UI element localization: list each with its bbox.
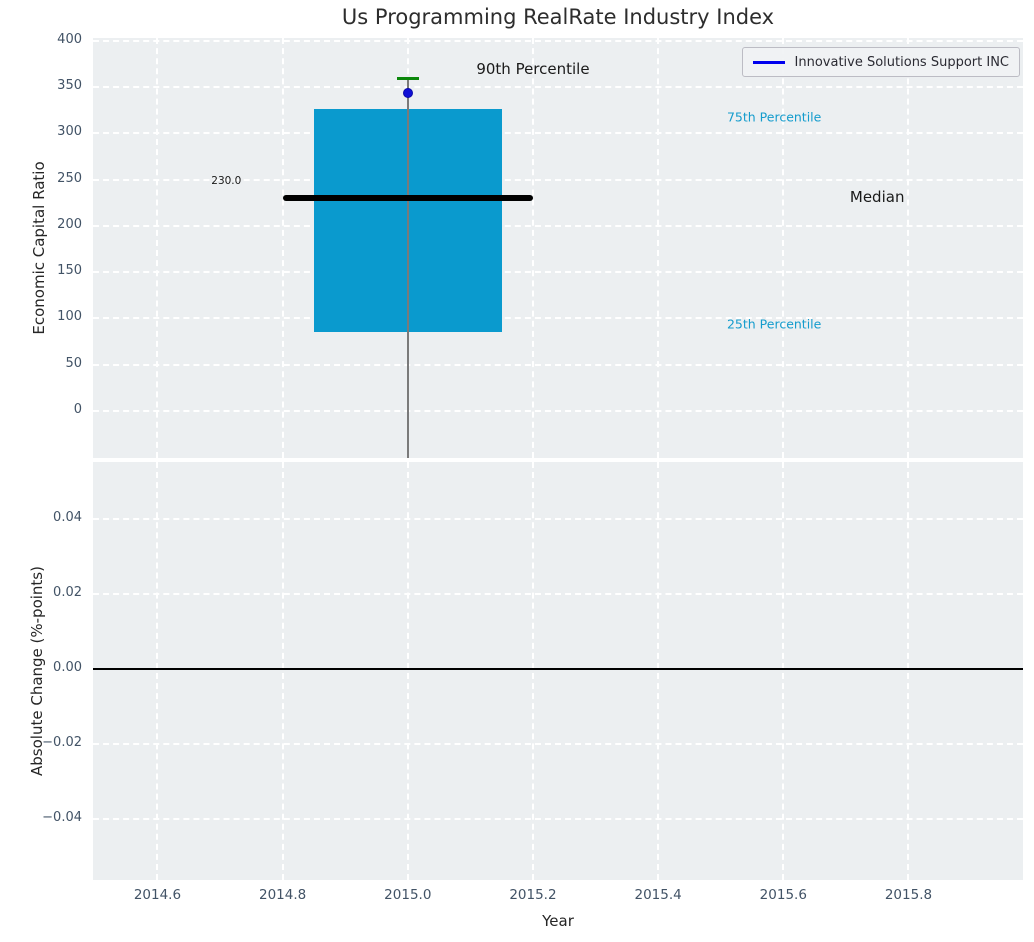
y-tick-label: 0 xyxy=(73,401,82,417)
x-tick-label: 2014.8 xyxy=(259,887,307,903)
x-gridline xyxy=(281,38,284,458)
x-tick-label: 2015.0 xyxy=(384,887,432,903)
y-gridline xyxy=(93,742,1023,745)
y-tick-label: 250 xyxy=(57,170,82,186)
y-gridline xyxy=(93,317,1023,320)
x-gridline xyxy=(657,38,660,458)
y-tick-label: −0.04 xyxy=(42,809,82,825)
x-gridline xyxy=(782,38,785,458)
y-gridline xyxy=(93,517,1023,520)
y-gridline xyxy=(93,178,1023,181)
x-gridline xyxy=(782,462,785,880)
zero-baseline xyxy=(93,667,1023,670)
y-gridline xyxy=(93,817,1023,820)
chart-title: Us Programming RealRate Industry Index xyxy=(341,5,775,29)
y-gridline xyxy=(93,39,1023,42)
annotation-90th-percentile: 90th Percentile xyxy=(476,59,590,78)
y-tick-label: 400 xyxy=(57,31,82,47)
bottom-plot-area xyxy=(93,462,1023,880)
x-gridline xyxy=(531,462,534,880)
x-gridline xyxy=(907,462,910,880)
x-gridline xyxy=(531,38,534,458)
x-tick-label: 2015.8 xyxy=(884,887,933,903)
y-gridline xyxy=(93,363,1023,366)
y-tick-label: 150 xyxy=(57,263,82,279)
x-gridline xyxy=(281,462,284,880)
annotation-median-value: 230.0 xyxy=(211,175,242,188)
x-gridline xyxy=(156,462,159,880)
x-tick-label: 2015.4 xyxy=(634,887,682,903)
y-tick-label: 0.00 xyxy=(53,659,82,675)
y-gridline xyxy=(93,409,1023,412)
y-tick-label: 300 xyxy=(57,124,82,140)
median-line xyxy=(282,195,533,202)
whisker-line xyxy=(407,78,409,458)
annotation-25th-percentile: 25th Percentile xyxy=(726,316,822,332)
y-tick-label: 100 xyxy=(57,309,82,325)
top-plot-area xyxy=(93,38,1023,458)
x-tick-label: 2015.2 xyxy=(509,887,557,903)
y-gridline xyxy=(93,271,1023,274)
x-axis-label: Year xyxy=(542,912,574,930)
p90-whisker-cap-icon xyxy=(396,77,419,81)
y-tick-label: 0.02 xyxy=(53,584,82,600)
legend: Innovative Solutions Support INC xyxy=(741,47,1020,77)
y-gridline xyxy=(93,132,1023,135)
x-gridline xyxy=(907,38,910,458)
x-tick-label: 2014.6 xyxy=(133,887,182,903)
x-gridline xyxy=(657,462,660,880)
annotation-median: Median xyxy=(849,188,905,207)
x-gridline xyxy=(406,462,409,880)
y-gridline xyxy=(93,86,1023,89)
annotation-75th-percentile: 75th Percentile xyxy=(726,109,822,125)
y-tick-label: 50 xyxy=(65,355,82,371)
x-gridline xyxy=(156,38,159,458)
y-tick-label: 350 xyxy=(57,78,82,94)
legend-label: Innovative Solutions Support INC xyxy=(794,54,1009,70)
legend-line-icon xyxy=(752,60,785,64)
x-tick-label: 2015.6 xyxy=(759,887,807,903)
y-gridline xyxy=(93,224,1023,227)
y-gridline xyxy=(93,592,1023,595)
y-tick-label: −0.02 xyxy=(42,734,82,750)
y-tick-label: 0.04 xyxy=(53,509,82,525)
y-tick-label: 200 xyxy=(57,216,82,232)
company-marker-dot xyxy=(402,87,413,98)
